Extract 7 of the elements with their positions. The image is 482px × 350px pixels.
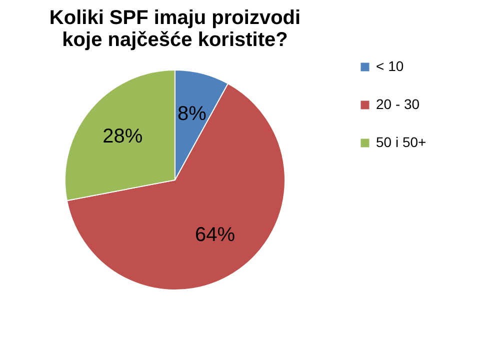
legend-label: 20 - 30	[376, 96, 420, 112]
data-label: 64%	[194, 224, 236, 246]
legend-label: < 10	[376, 58, 404, 74]
data-label: 28%	[102, 126, 143, 148]
data-label: 8%	[177, 103, 207, 126]
legend-label: 50 i 50+	[376, 134, 426, 150]
chart-title: Koliki SPF imaju proizvodi koje najčešće koristite?	[49, 7, 301, 51]
